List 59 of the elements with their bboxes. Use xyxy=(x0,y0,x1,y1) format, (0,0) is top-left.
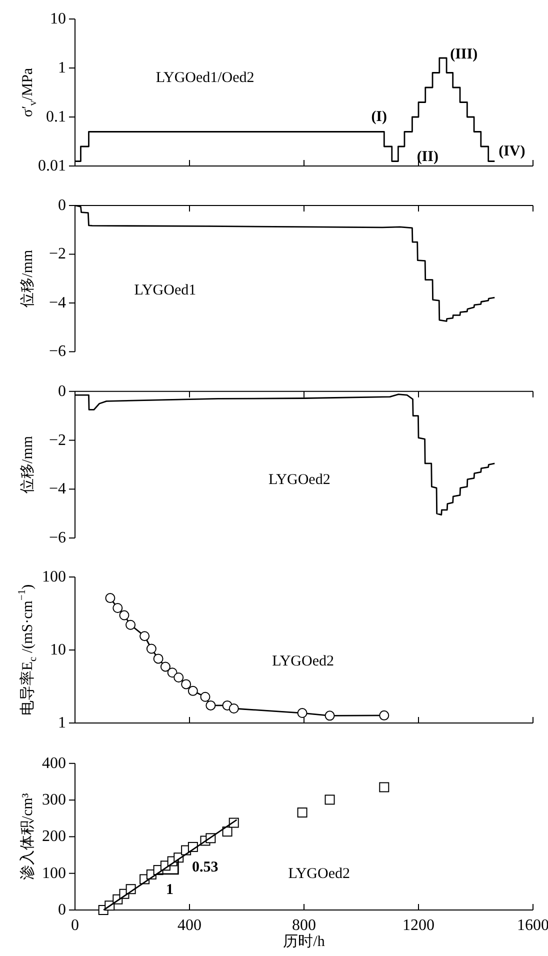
y-axis-title: 位移/mm xyxy=(19,436,36,494)
y-tick-label: −2 xyxy=(48,246,66,263)
y-tick-label: −2 xyxy=(48,432,66,449)
x-tick-label: 0 xyxy=(71,917,79,934)
point xyxy=(228,704,239,714)
y-tick-label: −4 xyxy=(48,480,66,498)
point xyxy=(188,686,198,696)
x-tick-label: 400 xyxy=(178,917,202,934)
y-tick-label: 0.01 xyxy=(38,158,66,174)
y-tick-label: 300 xyxy=(42,792,66,809)
point xyxy=(140,631,150,642)
annotation: (II) xyxy=(416,149,438,166)
point xyxy=(119,610,130,620)
point xyxy=(160,662,170,672)
x-tick-label: 800 xyxy=(292,917,316,934)
annotation: LYGOed2 xyxy=(288,866,350,882)
annotation: 0.53 xyxy=(192,860,218,876)
y-tick-label: 0 xyxy=(58,197,66,214)
y-tick-label: 0.1 xyxy=(46,108,66,126)
point xyxy=(146,644,156,654)
point xyxy=(379,710,390,720)
annotation: (I) xyxy=(371,109,388,126)
annotation: LYGOed2 xyxy=(272,654,334,670)
y-tick-label: −6 xyxy=(48,343,66,360)
annotation: (IV) xyxy=(498,144,526,160)
annotation: LYGOed1 xyxy=(134,282,196,298)
point xyxy=(297,708,308,718)
y-tick-label: −6 xyxy=(48,530,66,546)
y-tick-label: 1 xyxy=(58,714,66,732)
point xyxy=(153,654,164,664)
y-tick-label: 10 xyxy=(50,642,66,658)
point xyxy=(126,620,136,630)
y-tick-label: 100 xyxy=(42,864,66,882)
x-axis-title: 历时/h xyxy=(283,933,326,950)
y-axis-title: 渗入体积/cm³ xyxy=(19,792,36,880)
point xyxy=(324,710,335,721)
annotation: LYGOed2 xyxy=(268,472,330,488)
y-tick-label: 1 xyxy=(58,60,66,76)
y-tick-label: 200 xyxy=(42,828,66,846)
point xyxy=(200,692,210,702)
x-tick-label: 1200 xyxy=(402,917,434,934)
y-tick-label: 400 xyxy=(42,754,66,772)
y-axis-title: 位移/mm xyxy=(19,250,36,308)
y-tick-label: 10 xyxy=(50,10,66,28)
point xyxy=(297,808,308,818)
point xyxy=(324,794,335,805)
point xyxy=(206,700,216,710)
point xyxy=(181,679,192,690)
y-tick-label: −4 xyxy=(48,294,66,312)
y-tick-label: 0 xyxy=(58,382,66,400)
point xyxy=(112,603,123,614)
point xyxy=(105,593,116,604)
annotation: LYGOed1/Oed2 xyxy=(156,70,254,86)
y-tick-label: 0 xyxy=(58,902,66,918)
annotation: (III) xyxy=(450,46,478,62)
y-tick-label: 100 xyxy=(42,568,66,586)
point xyxy=(174,672,184,683)
annotation: 1 xyxy=(166,882,174,898)
point xyxy=(379,782,390,792)
